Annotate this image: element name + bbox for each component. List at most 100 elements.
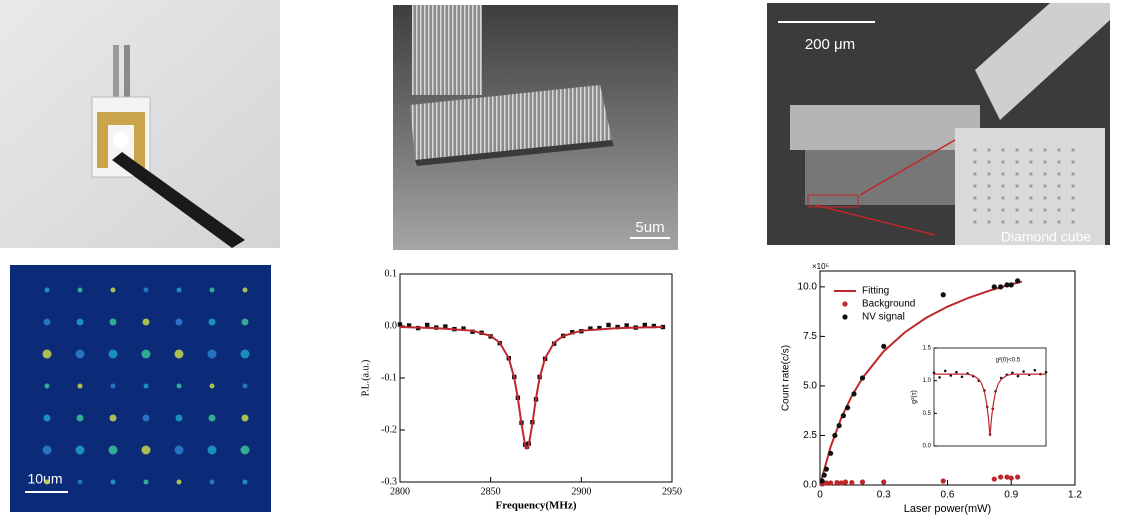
pl-spot (108, 445, 118, 455)
pl-spot (209, 287, 215, 293)
dot (973, 184, 977, 188)
pl-spot (209, 479, 215, 485)
nanopillars (410, 85, 612, 160)
fit-line (819, 280, 1023, 486)
pl-spot (176, 383, 182, 389)
x-axis-label: Frequency(MHz) (495, 500, 576, 512)
data-point (823, 480, 829, 486)
x-axis-label: Laser power(mW) (904, 503, 991, 515)
data-point (1008, 475, 1014, 481)
dot (973, 160, 977, 164)
pl-spot (208, 414, 216, 422)
y-tick-label: 0.0 (803, 480, 817, 491)
data-point (1008, 282, 1014, 288)
legend-swatch (842, 301, 848, 307)
dot (1015, 172, 1019, 176)
dot (1001, 196, 1005, 200)
scale-label: 10um (27, 471, 62, 487)
pl-spot (143, 479, 149, 485)
dot (1001, 220, 1005, 224)
beam (790, 105, 980, 150)
dot (1057, 172, 1061, 176)
x-tick-label: 2800 (390, 486, 410, 497)
dot (987, 148, 991, 152)
pl-spot (75, 445, 85, 455)
dot (1015, 220, 1019, 224)
scale-label: 200 μm (805, 36, 855, 53)
data-point (588, 326, 593, 331)
scale-label: 5um (635, 219, 664, 236)
data-point (998, 284, 1004, 290)
dot (973, 208, 977, 212)
dot (1029, 208, 1033, 212)
data-point (940, 292, 946, 298)
dot (973, 148, 977, 152)
dot (1001, 160, 1005, 164)
data-point (991, 476, 997, 482)
pl-spot (141, 445, 151, 455)
pl-spot (208, 318, 216, 326)
pl-spot (76, 414, 84, 422)
pl-spot (174, 445, 184, 455)
y-tick-label: -0.1 (381, 372, 397, 383)
data-point (836, 422, 842, 429)
dot (1029, 172, 1033, 176)
dot (1043, 196, 1047, 200)
dot (1029, 148, 1033, 152)
dot (1043, 172, 1047, 176)
y-tick-label: 0.5 (923, 411, 932, 417)
pl-spot (44, 383, 50, 389)
data-point (998, 474, 1004, 480)
data-point (1033, 368, 1037, 372)
data-point (597, 325, 602, 331)
y-tick-label: 5.0 (803, 381, 817, 392)
data-point (881, 479, 887, 485)
pl-spot (241, 414, 249, 422)
data-point (443, 324, 448, 329)
annotation: g²(0)<0.5 (996, 358, 1021, 364)
y-tick-label: -0.3 (381, 476, 397, 487)
fit-line (934, 373, 1046, 437)
data-point (406, 323, 412, 328)
legend-label: Background (862, 299, 915, 310)
pl-spot (207, 445, 217, 455)
dot (1029, 160, 1033, 164)
y-tick-label: 0.0 (923, 444, 932, 450)
y-axis-label: g²(τ) (911, 390, 918, 404)
dot (1015, 160, 1019, 164)
data-point (615, 324, 620, 330)
dot (1001, 172, 1005, 176)
x-tick-label: 1.2 (1068, 490, 1082, 501)
dot (1071, 160, 1075, 164)
dot (1071, 148, 1075, 152)
data-point (940, 478, 946, 484)
pl-spot (240, 445, 250, 455)
dot (1043, 184, 1047, 188)
dot (1071, 172, 1075, 176)
data-point (851, 391, 857, 397)
data-point (651, 323, 657, 329)
pl-spot (207, 349, 217, 359)
x-tick-label: 0.3 (877, 490, 891, 501)
y-tick-label: 0.1 (385, 268, 398, 279)
dot (973, 172, 977, 176)
y-tick-label: 7.5 (803, 331, 817, 342)
data-point (845, 405, 851, 411)
pl-spot (109, 414, 117, 422)
dot (1057, 208, 1061, 212)
data-point (991, 284, 997, 290)
pl-spot (110, 383, 116, 389)
data-point (823, 466, 829, 472)
data-point (461, 326, 466, 331)
data-point (840, 413, 846, 419)
electrode (97, 112, 145, 168)
dot (1029, 184, 1033, 188)
dot (1029, 196, 1033, 200)
dot (1015, 148, 1019, 152)
pl-spot (209, 383, 215, 389)
pl-spot (77, 479, 83, 485)
data-point (949, 374, 953, 377)
pl-spot (42, 349, 52, 359)
tip (975, 3, 1110, 120)
